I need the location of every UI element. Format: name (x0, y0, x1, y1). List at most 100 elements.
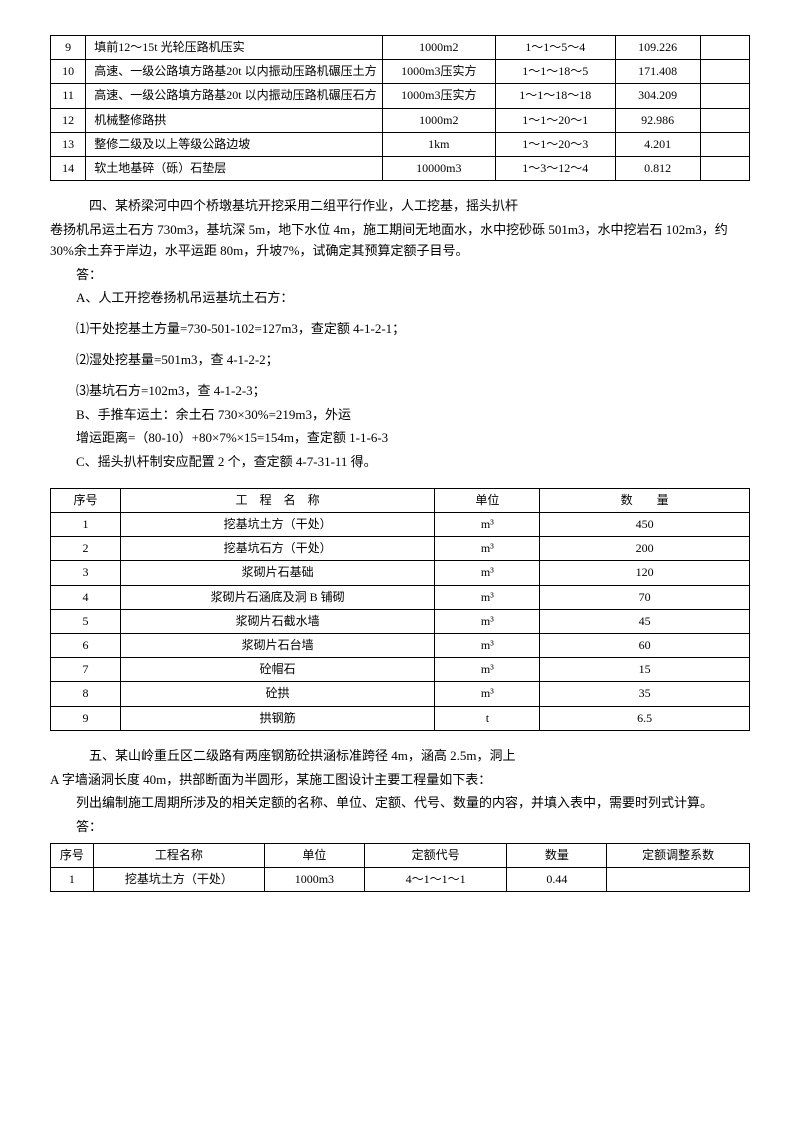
table-cell: 120 (540, 561, 750, 585)
table-row: 10高速、一级公路填方路基20t 以内振动压路机碾压土方1000m3压实方1～1… (51, 60, 750, 84)
table3-head-row: 序号工程名称单位定额代号数量定额调整系数 (51, 843, 750, 867)
table-row: 8砼拱m³35 (51, 682, 750, 706)
table2-body: 1挖基坑土方（干处）m³4502挖基坑石方（干处）m³2003浆砌片石基础m³1… (51, 513, 750, 731)
table-cell: 砼拱 (120, 682, 435, 706)
table-cell: 2 (51, 537, 121, 561)
table-cell: 0.812 (615, 156, 700, 180)
section4-B2: 增运距离=（80-10）+80×7%×15=154m，查定额 1-1-6-3 (50, 428, 750, 449)
section4-title: 四、某桥梁河中四个桥墩基坑开挖采用二组平行作业，人工挖基，摇头扒杆 (50, 196, 750, 217)
table-cell: 1000m2 (382, 36, 495, 60)
table-cell (700, 156, 749, 180)
section4-p1: 卷扬机吊运土石方 730m3，基坑深 5m，地下水位 4m，施工期间无地面水，水… (50, 220, 750, 262)
table-cell: m³ (435, 634, 540, 658)
section5-ans: 答： (50, 817, 750, 838)
table-cell (700, 60, 749, 84)
table-cell: t (435, 706, 540, 730)
table-row: 2挖基坑石方（干处）m³200 (51, 537, 750, 561)
table-header-cell: 定额调整系数 (607, 843, 750, 867)
table-cell: 35 (540, 682, 750, 706)
table-cell (700, 108, 749, 132)
table-cell: 70 (540, 585, 750, 609)
table-cell: 12 (51, 108, 86, 132)
table-cell: 挖基坑石方（干处） (120, 537, 435, 561)
section4-a2: ⑵湿处挖基量=501m3，查 4-1-2-2； (50, 350, 750, 371)
table-cell: 45 (540, 609, 750, 633)
table-row: 11高速、一级公路填方路基20t 以内振动压路机碾压石方1000m3压实方1～1… (51, 84, 750, 108)
table-cell: 4 (51, 585, 121, 609)
table-cell (700, 84, 749, 108)
table-quota-calc: 序号工程名称单位定额代号数量定额调整系数 1挖基坑土方（干处）1000m34～1… (50, 843, 750, 892)
table-header-cell: 工程名称 (93, 843, 264, 867)
table-cell: 1km (382, 132, 495, 156)
section4-B1: B、手推车运土：余土石 730×30%=219m3，外运 (50, 405, 750, 426)
table-row: 9填前12～15t 光轮压路机压实1000m21～1～5～4109.226 (51, 36, 750, 60)
section4-a1: ⑴干处挖基土方量=730-501-102=127m3，查定额 4-1-2-1； (50, 319, 750, 340)
table-cell: 浆砌片石台墙 (120, 634, 435, 658)
table-cell: m³ (435, 682, 540, 706)
table-header-cell: 数 量 (540, 488, 750, 512)
table-cell: 1000m2 (382, 108, 495, 132)
table-cell: 15 (540, 658, 750, 682)
table-cell: 60 (540, 634, 750, 658)
table-row: 3浆砌片石基础m³120 (51, 561, 750, 585)
table-cell: 8 (51, 682, 121, 706)
table-header-cell: 数量 (507, 843, 607, 867)
table-cell: 1～1～20～1 (495, 108, 615, 132)
table-cell: m³ (435, 585, 540, 609)
table-cell: 9 (51, 36, 86, 60)
section5-title: 五、某山岭重丘区二级路有两座钢筋砼拱涵标准跨径 4m，涵高 2.5m，洞上 (50, 746, 750, 767)
table-cell: 高速、一级公路填方路基20t 以内振动压路机碾压石方 (86, 84, 383, 108)
table-row: 9拱钢筋t6.5 (51, 706, 750, 730)
table-row: 4浆砌片石涵底及洞 B 铺砌m³70 (51, 585, 750, 609)
table-row: 13整修二级及以上等级公路边坡1km1～1～20～34.201 (51, 132, 750, 156)
table-cell: 1 (51, 513, 121, 537)
table-row: 14软土地基碎（砾）石垫层10000m31～3～12～40.812 (51, 156, 750, 180)
section4-ans: 答： (50, 265, 750, 286)
table-cell: 填前12～15t 光轮压路机压实 (86, 36, 383, 60)
table-cell: 450 (540, 513, 750, 537)
table-cell: 5 (51, 609, 121, 633)
section5-p1: A 字墙涵洞长度 40m，拱部断面为半圆形，某施工图设计主要工程量如下表： (50, 770, 750, 791)
table-row: 6浆砌片石台墙m³60 (51, 634, 750, 658)
table-cell: 14 (51, 156, 86, 180)
table-cell: 6 (51, 634, 121, 658)
table-cell: 1～1～5～4 (495, 36, 615, 60)
table-cell: 挖基坑土方（干处） (93, 868, 264, 892)
table-cell: 109.226 (615, 36, 700, 60)
table-cell: 1000m3压实方 (382, 60, 495, 84)
table-cell: 304.209 (615, 84, 700, 108)
table-cell: m³ (435, 658, 540, 682)
table-row: 5浆砌片石截水墙m³45 (51, 609, 750, 633)
table-cell: m³ (435, 609, 540, 633)
table-quota-1: 9填前12～15t 光轮压路机压实1000m21～1～5～4109.22610高… (50, 35, 750, 181)
table-header-cell: 单位 (264, 843, 364, 867)
table-header-cell: 单位 (435, 488, 540, 512)
table-cell: 浆砌片石基础 (120, 561, 435, 585)
table-row: 12机械整修路拱1000m21～1～20～192.986 (51, 108, 750, 132)
table-cell: 1～1～18～5 (495, 60, 615, 84)
table-cell: 1～1～20～3 (495, 132, 615, 156)
table-row: 7砼帽石m³15 (51, 658, 750, 682)
table-cell: 1000m3压实方 (382, 84, 495, 108)
table-cell: 0.44 (507, 868, 607, 892)
section4-a3: ⑶基坑石方=102m3，查 4-1-2-3； (50, 381, 750, 402)
table3-body: 1挖基坑土方（干处）1000m34～1～1～10.44 (51, 868, 750, 892)
table-cell: 200 (540, 537, 750, 561)
table-header-cell: 工 程 名 称 (120, 488, 435, 512)
section4-A: A、人工开挖卷扬机吊运基坑土石方： (50, 288, 750, 309)
table-cell: 浆砌片石截水墙 (120, 609, 435, 633)
table-cell: 拱钢筋 (120, 706, 435, 730)
table-cell: m³ (435, 513, 540, 537)
table-cell: m³ (435, 561, 540, 585)
table-row: 1挖基坑土方（干处）m³450 (51, 513, 750, 537)
table-cell: 1～1～18～18 (495, 84, 615, 108)
table-cell: 软土地基碎（砾）石垫层 (86, 156, 383, 180)
table-cell: 1～3～12～4 (495, 156, 615, 180)
table-cell: 1000m3 (264, 868, 364, 892)
table-cell (700, 36, 749, 60)
table-cell: 1 (51, 868, 94, 892)
table-cell: 4.201 (615, 132, 700, 156)
table-header-cell: 定额代号 (364, 843, 507, 867)
table-cell: 10000m3 (382, 156, 495, 180)
table-cell: 挖基坑土方（干处） (120, 513, 435, 537)
